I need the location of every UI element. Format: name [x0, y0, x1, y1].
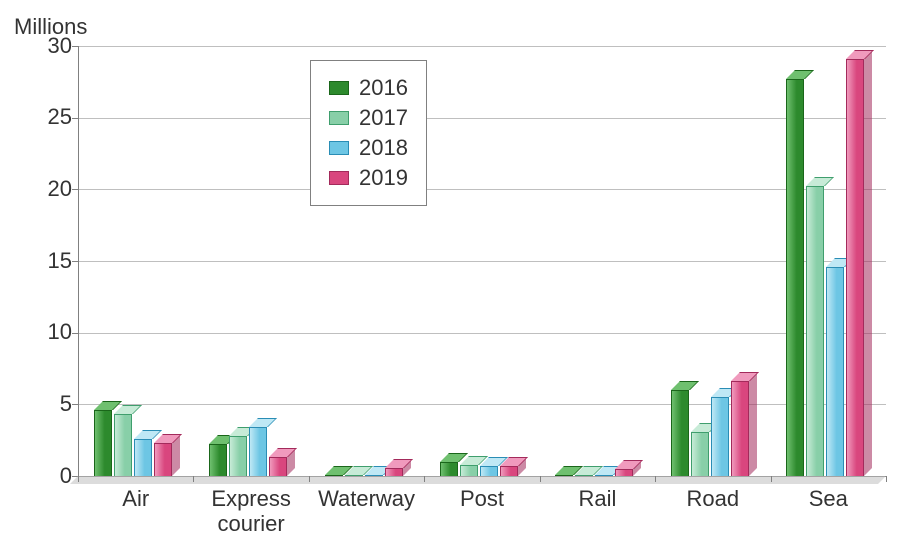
y-tick-label: 0 [32, 463, 72, 489]
bar [114, 414, 132, 476]
plot-area [78, 46, 886, 476]
bar [846, 59, 864, 476]
y-tick-label: 30 [32, 33, 72, 59]
y-tick-label: 20 [32, 176, 72, 202]
x-tick-label: Rail [540, 486, 655, 511]
x-tick-label: Waterway [309, 486, 424, 511]
x-axis-tick [78, 476, 79, 482]
bar [440, 462, 458, 476]
legend-item: 2016 [329, 75, 408, 101]
bar [209, 444, 227, 476]
legend-label: 2018 [359, 135, 408, 161]
x-axis-tick [424, 476, 425, 482]
x-tick-label: Road [655, 486, 770, 511]
bar-top-face [134, 430, 162, 439]
gridline [78, 118, 886, 119]
bar [269, 457, 287, 476]
bar [385, 468, 403, 476]
bar-top-face [806, 177, 834, 186]
bar [731, 381, 749, 476]
legend-label: 2016 [359, 75, 408, 101]
y-tick-label: 25 [32, 104, 72, 130]
bar [595, 475, 613, 476]
gridline [78, 189, 886, 190]
bar [460, 465, 478, 476]
gridline [78, 333, 886, 334]
chart-container: Millions 2016201720182019 051015202530Ai… [0, 0, 906, 557]
bar [325, 475, 343, 476]
bar [671, 390, 689, 476]
bar-top-face [114, 405, 142, 414]
axis-floor [70, 476, 886, 484]
x-tick-label: Post [424, 486, 539, 511]
bar [500, 466, 518, 476]
gridline [78, 404, 886, 405]
legend-item: 2018 [329, 135, 408, 161]
y-tick-label: 15 [32, 248, 72, 274]
bar [826, 267, 844, 476]
bar [786, 79, 804, 476]
bar [575, 475, 593, 476]
bar [711, 397, 729, 476]
legend-swatch [329, 141, 349, 155]
x-axis-tick [886, 476, 887, 482]
x-axis-tick [540, 476, 541, 482]
x-axis-tick [193, 476, 194, 482]
legend-label: 2017 [359, 105, 408, 131]
bar [365, 475, 383, 476]
legend-item: 2019 [329, 165, 408, 191]
legend-swatch [329, 171, 349, 185]
legend-swatch [329, 81, 349, 95]
y-tick-label: 5 [32, 391, 72, 417]
bar-top-face [786, 70, 814, 79]
x-tick-label: Express courier [193, 486, 308, 537]
x-axis-tick [309, 476, 310, 482]
y-tick-label: 10 [32, 319, 72, 345]
bar-side-face [172, 435, 180, 476]
bar [154, 443, 172, 476]
x-axis-tick [655, 476, 656, 482]
legend-item: 2017 [329, 105, 408, 131]
x-tick-label: Air [78, 486, 193, 511]
bar [94, 410, 112, 476]
gridline [78, 261, 886, 262]
bar [806, 186, 824, 476]
bar-side-face [749, 373, 757, 476]
bar [691, 432, 709, 476]
legend-label: 2019 [359, 165, 408, 191]
y-axis-line [78, 46, 79, 476]
gridline [78, 46, 886, 47]
bar [615, 469, 633, 476]
x-axis-tick [771, 476, 772, 482]
bar [229, 436, 247, 476]
bar [345, 475, 363, 476]
bar-top-face [249, 418, 277, 427]
legend-swatch [329, 111, 349, 125]
x-tick-label: Sea [771, 486, 886, 511]
bar [480, 466, 498, 476]
legend: 2016 2017 2018 2019 [310, 60, 427, 206]
bar [134, 439, 152, 476]
bar-top-face [671, 381, 699, 390]
bar-side-face [864, 51, 872, 476]
bar [249, 427, 267, 476]
